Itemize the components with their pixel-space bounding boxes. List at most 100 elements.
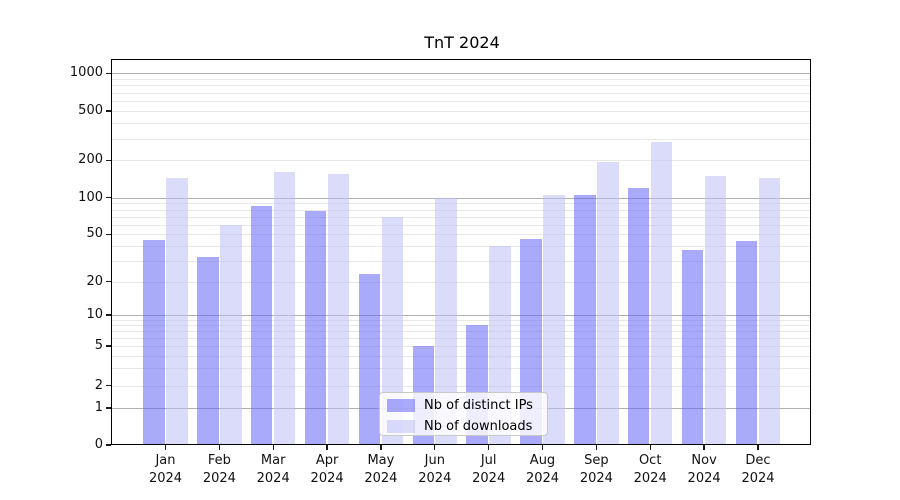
bar-jan-distinct-ips: [143, 239, 165, 445]
gridline-minor-20: [112, 281, 810, 283]
gridline-minor-4: [112, 355, 810, 357]
bar-mar-downloads: [273, 172, 296, 445]
x-tick-label-dec: Dec 2024: [741, 453, 775, 486]
x-tick-label-aug: Aug 2024: [525, 453, 560, 486]
legend-row-distinct-ips: Nb of distinct IPs: [380, 398, 547, 414]
y-tick-label-100: 100: [78, 189, 103, 205]
gridline-minor-70: [112, 216, 810, 218]
x-tick-label-jul: Jul 2024: [472, 453, 506, 486]
bar-dec-distinct-ips: [735, 240, 758, 445]
bar-jun-downloads: [435, 197, 457, 445]
gridline-minor-40: [112, 245, 810, 247]
x-tick-oct: [649, 445, 651, 450]
bar-aug-downloads: [543, 195, 565, 445]
gridline-minor-60: [112, 224, 810, 226]
gridline-minor-400: [112, 123, 810, 124]
y-tick-label-20: 20: [86, 273, 103, 289]
x-tick-label-mar: Mar 2024: [256, 453, 290, 486]
y-tick-label-50: 50: [86, 226, 103, 242]
x-tick-sep: [595, 445, 598, 450]
bar-apr-distinct-ips: [304, 210, 327, 445]
gridline-minor-30: [112, 260, 810, 262]
gridline-minor-5: [112, 346, 810, 347]
y-tick-label-1: 1: [94, 400, 103, 415]
y-tick-label-500: 500: [78, 103, 103, 118]
gridline-minor-300: [112, 138, 810, 140]
legend-swatch-downloads: [387, 420, 415, 433]
y-tick-50: [106, 233, 111, 235]
y-tick-label-0: 0: [94, 437, 103, 452]
gridline-minor-6: [112, 337, 810, 339]
y-tick-200: [106, 159, 111, 162]
gridline-minor-80: [112, 209, 810, 211]
bar-jan-downloads: [166, 177, 188, 445]
y-tick-label-10: 10: [86, 307, 103, 322]
legend-swatch-distinct-ips: [387, 399, 415, 412]
x-tick-jan: [164, 445, 167, 450]
gridline-minor-3: [112, 368, 810, 369]
gridline-minor-600: [112, 101, 810, 103]
bar-oct-downloads: [650, 142, 673, 445]
x-tick-label-jun: Jun 2024: [418, 453, 452, 486]
gridline-minor-9: [112, 319, 810, 321]
gridline-minor-7: [112, 331, 810, 332]
y-tick-label-200: 200: [78, 152, 103, 168]
gridline-major-100: [112, 197, 810, 199]
gridline-minor-900: [112, 79, 810, 80]
x-tick-aug: [541, 445, 544, 450]
x-tick-nov: [703, 445, 705, 450]
y-tick-label-2: 2: [94, 377, 103, 393]
gridline-minor-2: [112, 385, 810, 387]
gridline-major-1000: [112, 73, 810, 75]
y-tick-500: [106, 110, 111, 112]
legend-label-downloads: Nb of downloads: [424, 419, 533, 434]
x-tick-mar: [272, 445, 274, 450]
bar-may-downloads: [381, 216, 404, 445]
y-tick-100: [106, 197, 111, 199]
y-tick-0: [106, 444, 111, 446]
bar-feb-downloads: [220, 224, 242, 445]
y-tick-label-5: 5: [94, 338, 103, 353]
x-tick-dec: [757, 445, 759, 450]
y-tick-1000: [106, 72, 111, 74]
bar-oct-distinct-ips: [627, 187, 650, 445]
gridline-major-10: [112, 315, 810, 316]
legend-label-distinct-ips: Nb of distinct IPs: [424, 398, 533, 413]
x-tick-may: [380, 445, 382, 450]
x-tick-label-sep: Sep 2024: [579, 453, 613, 486]
y-tick-10: [106, 314, 111, 316]
bar-may-distinct-ips: [358, 274, 381, 445]
chart-title: TnT 2024: [424, 33, 500, 52]
y-tick-label-1000: 1000: [69, 65, 103, 81]
bar-mar-distinct-ips: [250, 206, 273, 445]
x-tick-feb: [218, 445, 221, 450]
x-tick-label-apr: Apr 2024: [310, 453, 344, 486]
x-tick-jul: [488, 445, 490, 450]
y-tick-1: [106, 407, 111, 409]
legend-row-downloads: Nb of downloads: [380, 419, 547, 435]
y-tick-20: [106, 280, 111, 283]
bar-nov-downloads: [704, 175, 727, 445]
bar-dec-downloads: [758, 177, 781, 445]
x-tick-label-oct: Oct 2024: [633, 453, 667, 486]
gridline-minor-800: [112, 85, 810, 87]
bar-feb-distinct-ips: [197, 257, 219, 445]
x-tick-label-feb: Feb 2024: [202, 453, 236, 486]
x-tick-apr: [326, 445, 328, 450]
gridline-minor-8: [112, 325, 810, 326]
bar-sep-downloads: [597, 161, 619, 445]
bar-apr-downloads: [327, 174, 350, 445]
gridline-minor-700: [112, 92, 810, 94]
legend-box: Nb of distinct IPs Nb of downloads: [379, 392, 548, 436]
gridline-minor-50: [112, 234, 810, 236]
gridline-minor-500: [112, 111, 810, 112]
y-tick-2: [106, 384, 111, 387]
gridline-minor-90: [112, 203, 810, 205]
x-tick-label-jan: Jan 2024: [148, 453, 183, 486]
x-tick-label-nov: Nov 2024: [687, 453, 721, 486]
gridline-minor-200: [112, 160, 810, 162]
y-tick-5: [106, 345, 111, 347]
x-tick-jun: [434, 445, 436, 450]
bar-nov-distinct-ips: [681, 249, 704, 445]
